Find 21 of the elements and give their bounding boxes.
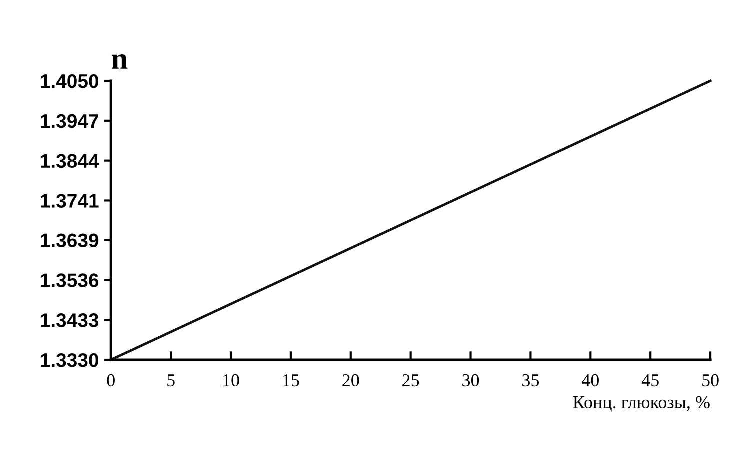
x-axis-title: Конц. глюкозы, % xyxy=(573,396,710,412)
x-tick-label: 45 xyxy=(642,374,659,387)
y-tick-label: 1.3947 xyxy=(41,114,98,128)
x-tick-label: 10 xyxy=(224,374,240,387)
x-tick-label: 0 xyxy=(107,374,115,387)
x-tick-label: 15 xyxy=(284,374,300,387)
y-tick-label: 1.3639 xyxy=(41,234,99,248)
x-tick-label: 5 xyxy=(168,374,175,387)
y-tick-label: 1.3330 xyxy=(41,353,99,368)
x-tick-label: 25 xyxy=(402,374,420,387)
x-tick-label: 20 xyxy=(342,374,360,387)
x-tick-label: 30 xyxy=(462,374,480,387)
y-tick-label: 1.3741 xyxy=(41,194,99,208)
y-axis-title: n xyxy=(112,54,128,69)
x-tick-label: 35 xyxy=(522,374,540,387)
x-tick-label: 40 xyxy=(582,374,599,387)
x-tick-label: 50 xyxy=(702,374,719,387)
y-tick-label: 1.3536 xyxy=(41,274,99,288)
y-tick-label: 1.4050 xyxy=(41,74,99,88)
y-tick-label: 1.3433 xyxy=(41,314,99,328)
y-tick-label: 1.3844 xyxy=(41,154,100,168)
